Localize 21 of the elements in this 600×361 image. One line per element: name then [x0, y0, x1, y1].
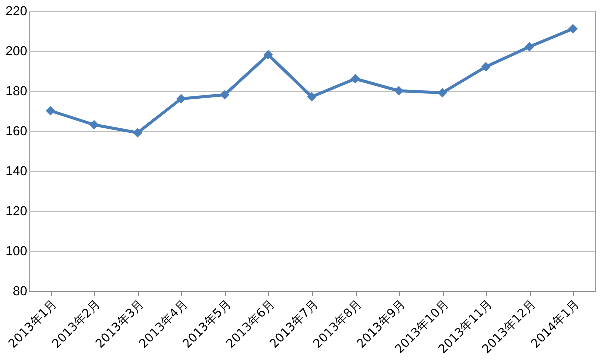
point: [438, 88, 448, 98]
y-tick-label: 220: [6, 4, 28, 18]
y-tick-label: 180: [6, 84, 28, 98]
point: [394, 86, 404, 96]
y-tick-label: 140: [6, 164, 28, 178]
y-tick-label: 100: [6, 244, 28, 258]
point: [46, 106, 56, 116]
point: [350, 74, 360, 84]
point: [90, 120, 100, 130]
y-tick-label: 200: [6, 44, 28, 58]
y-tick-label: 80: [13, 284, 28, 298]
point: [568, 24, 578, 34]
point: [524, 42, 534, 52]
point: [133, 128, 143, 138]
y-tick-label: 160: [6, 124, 28, 138]
y-tick-label: 120: [6, 204, 28, 218]
point: [481, 62, 491, 72]
point: [307, 92, 317, 102]
point: [176, 94, 186, 104]
point: [220, 90, 230, 100]
point: [264, 50, 274, 60]
